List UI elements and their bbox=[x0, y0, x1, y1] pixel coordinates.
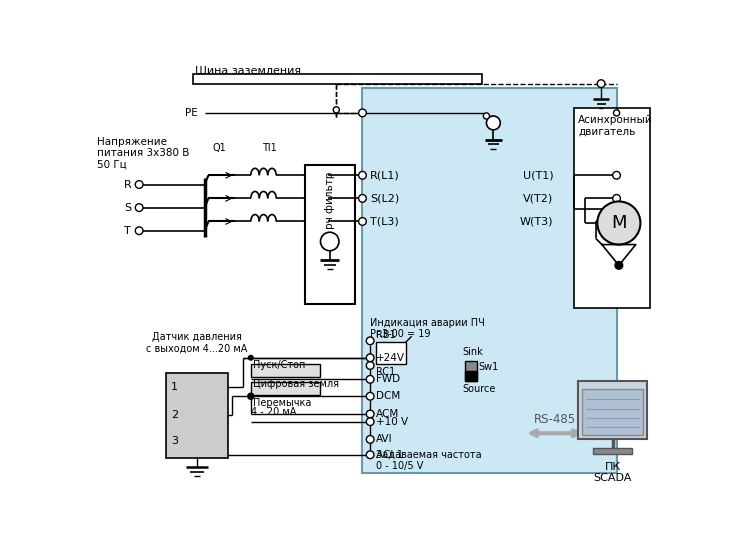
Text: рч фильтр: рч фильтр bbox=[324, 171, 335, 229]
Text: Q1: Q1 bbox=[212, 143, 226, 153]
Circle shape bbox=[136, 181, 143, 188]
Text: DCM: DCM bbox=[376, 392, 400, 401]
Text: W(T3): W(T3) bbox=[520, 217, 553, 226]
Text: R(L1): R(L1) bbox=[370, 171, 400, 180]
Text: Тl1: Тl1 bbox=[262, 143, 277, 153]
Circle shape bbox=[597, 80, 605, 87]
Text: ACI 1: ACI 1 bbox=[376, 450, 404, 460]
Bar bbox=[193, 74, 482, 84]
Circle shape bbox=[359, 218, 366, 225]
Bar bbox=[362, 89, 617, 473]
Text: ACM: ACM bbox=[376, 409, 399, 419]
Text: 3: 3 bbox=[171, 436, 178, 446]
Bar bbox=[251, 382, 320, 395]
Circle shape bbox=[366, 451, 374, 459]
Text: V(T2): V(T2) bbox=[523, 193, 553, 204]
Bar bbox=[578, 381, 647, 439]
Circle shape bbox=[483, 113, 489, 119]
Text: Задаваемая частота
0 - 10/5 V: Задаваемая частота 0 - 10/5 V bbox=[376, 450, 482, 471]
Circle shape bbox=[612, 218, 620, 225]
Bar bbox=[251, 364, 320, 377]
Text: Source: Source bbox=[462, 383, 496, 394]
Text: AVI: AVI bbox=[376, 434, 393, 444]
Circle shape bbox=[359, 172, 366, 179]
Bar bbox=[376, 342, 405, 364]
Text: Индикация аварии ПЧ
Pr.3-00 = 19: Индикация аварии ПЧ Pr.3-00 = 19 bbox=[370, 318, 485, 339]
Text: FWD: FWD bbox=[376, 374, 400, 384]
Text: Асинхронный
двигатель: Асинхронный двигатель bbox=[578, 115, 652, 137]
Circle shape bbox=[333, 107, 339, 113]
Text: +24V: +24V bbox=[376, 353, 405, 363]
Bar bbox=[574, 108, 650, 308]
Circle shape bbox=[249, 356, 253, 360]
Text: T: T bbox=[124, 226, 131, 236]
Bar bbox=[593, 448, 632, 454]
Bar bbox=[305, 165, 355, 304]
Text: Пуск/Стоп: Пуск/Стоп bbox=[253, 361, 305, 370]
Bar bbox=[465, 371, 477, 381]
Text: Шина заземления: Шина заземления bbox=[195, 66, 302, 77]
Circle shape bbox=[597, 201, 640, 244]
Circle shape bbox=[136, 227, 143, 235]
Text: RB1: RB1 bbox=[376, 330, 396, 340]
Text: 4 - 20 мА: 4 - 20 мА bbox=[251, 407, 296, 418]
Bar bbox=[465, 361, 477, 381]
Text: M: M bbox=[611, 214, 627, 232]
Text: 1: 1 bbox=[171, 382, 178, 392]
Circle shape bbox=[136, 204, 143, 211]
Text: 2: 2 bbox=[171, 410, 178, 420]
Bar bbox=[582, 389, 644, 435]
Circle shape bbox=[366, 337, 374, 345]
Circle shape bbox=[366, 418, 374, 426]
Circle shape bbox=[366, 410, 374, 418]
Text: RC1: RC1 bbox=[376, 367, 396, 377]
Text: S(L2): S(L2) bbox=[370, 193, 399, 204]
Text: +10 V: +10 V bbox=[376, 416, 408, 427]
Circle shape bbox=[612, 194, 620, 202]
Circle shape bbox=[321, 232, 339, 251]
Text: Цифровая земля: Цифровая земля bbox=[253, 379, 339, 389]
Text: Перемычка: Перемычка bbox=[253, 398, 311, 408]
Text: RS-485: RS-485 bbox=[534, 413, 576, 426]
Circle shape bbox=[366, 435, 374, 443]
Text: Датчик давления
с выходом 4...20 мА: Датчик давления с выходом 4...20 мА bbox=[147, 332, 248, 354]
Text: Sw1: Sw1 bbox=[478, 362, 498, 372]
Text: U(T1): U(T1) bbox=[523, 171, 553, 180]
Circle shape bbox=[614, 110, 620, 116]
Circle shape bbox=[486, 116, 500, 130]
Text: R: R bbox=[124, 180, 131, 190]
Circle shape bbox=[612, 172, 620, 179]
Circle shape bbox=[359, 109, 366, 117]
Text: Sink: Sink bbox=[462, 346, 483, 357]
Text: S: S bbox=[124, 203, 131, 213]
Circle shape bbox=[248, 393, 254, 399]
Text: Напряжение
питания 3х380 В
50 Гц: Напряжение питания 3х380 В 50 Гц bbox=[97, 137, 189, 170]
Text: PE: PE bbox=[185, 108, 198, 118]
Text: ПК
SCADA: ПК SCADA bbox=[593, 462, 632, 483]
Circle shape bbox=[615, 262, 623, 269]
Circle shape bbox=[366, 375, 374, 383]
Circle shape bbox=[359, 194, 366, 202]
Text: T(L3): T(L3) bbox=[370, 217, 399, 226]
Circle shape bbox=[366, 354, 374, 362]
Circle shape bbox=[366, 362, 374, 369]
Circle shape bbox=[366, 393, 374, 400]
Bar bbox=[166, 373, 227, 458]
